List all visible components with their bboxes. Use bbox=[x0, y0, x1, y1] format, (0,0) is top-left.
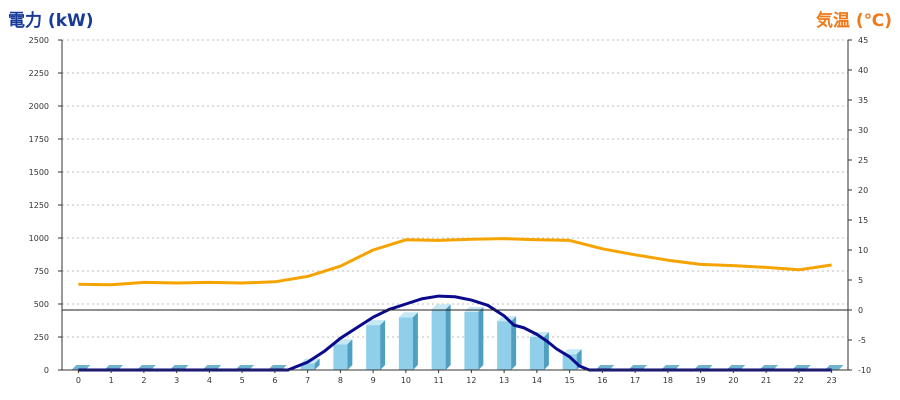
right-tick-label: 25 bbox=[858, 156, 868, 165]
x-tick-label: 16 bbox=[597, 376, 607, 385]
x-tick-label: 15 bbox=[565, 376, 575, 385]
x-tick-label: 14 bbox=[532, 376, 542, 385]
bar-side bbox=[543, 332, 549, 370]
tick-labels: 02505007501000125015001750200022502500-1… bbox=[29, 36, 871, 385]
bar-side bbox=[412, 312, 418, 370]
x-tick-label: 17 bbox=[630, 376, 640, 385]
left-tick-label: 1250 bbox=[29, 201, 49, 210]
bar-top bbox=[431, 304, 451, 310]
bar-front bbox=[333, 344, 348, 370]
power-curve-line bbox=[78, 294, 832, 372]
x-tick-label: 20 bbox=[728, 376, 738, 385]
bar-side bbox=[511, 316, 517, 370]
bar bbox=[431, 304, 451, 370]
left-tick-label: 250 bbox=[34, 333, 49, 342]
bar-front bbox=[464, 311, 479, 370]
temperature-line bbox=[78, 237, 832, 287]
right-tick-label: 40 bbox=[858, 66, 868, 75]
x-tick-label: 0 bbox=[76, 376, 81, 385]
x-tick-label: 7 bbox=[305, 376, 310, 385]
bar-top bbox=[366, 320, 386, 326]
axes bbox=[58, 39, 852, 373]
left-tick-label: 500 bbox=[34, 300, 49, 309]
x-tick-label: 23 bbox=[827, 376, 837, 385]
x-tick-label: 3 bbox=[174, 376, 179, 385]
bar bbox=[398, 312, 418, 370]
bar-side bbox=[347, 339, 353, 370]
left-tick-label: 2500 bbox=[29, 36, 49, 45]
right-tick-label: 45 bbox=[858, 36, 868, 45]
bar-top bbox=[464, 306, 484, 312]
left-tick-label: 2250 bbox=[29, 69, 49, 78]
right-tick-label: 15 bbox=[858, 216, 868, 225]
right-tick-label: 35 bbox=[858, 96, 868, 105]
bar bbox=[333, 339, 353, 370]
bar-top bbox=[398, 312, 418, 318]
x-tick-label: 1 bbox=[109, 376, 114, 385]
left-tick-label: 750 bbox=[34, 267, 49, 276]
x-tick-label: 2 bbox=[141, 376, 146, 385]
left-tick-label: 2000 bbox=[29, 102, 49, 111]
bar-front bbox=[431, 309, 446, 370]
x-tick-label: 8 bbox=[338, 376, 343, 385]
right-tick-label: 20 bbox=[858, 186, 868, 195]
bar-side bbox=[380, 320, 386, 370]
bar-side bbox=[445, 304, 451, 370]
bar-front bbox=[497, 321, 512, 370]
x-tick-label: 13 bbox=[499, 376, 509, 385]
x-tick-label: 19 bbox=[696, 376, 706, 385]
x-tick-label: 22 bbox=[794, 376, 804, 385]
x-tick-label: 10 bbox=[401, 376, 411, 385]
bar bbox=[366, 320, 386, 370]
bar-front bbox=[300, 363, 315, 370]
bar-front bbox=[366, 325, 381, 370]
x-tick-label: 18 bbox=[663, 376, 673, 385]
left-tick-label: 0 bbox=[44, 366, 49, 375]
right-axis-title: 気温 (℃) bbox=[815, 11, 892, 31]
right-tick-label: 0 bbox=[858, 306, 863, 315]
right-tick-label: 10 bbox=[858, 246, 868, 255]
x-tick-label: 11 bbox=[434, 376, 444, 385]
x-tick-label: 6 bbox=[272, 376, 277, 385]
bar bbox=[464, 306, 484, 370]
bar-front bbox=[529, 337, 544, 370]
left-axis-title: 電力 (kW) bbox=[8, 11, 94, 31]
left-tick-label: 1750 bbox=[29, 135, 49, 144]
grid bbox=[62, 39, 848, 338]
right-tick-label: -10 bbox=[858, 366, 871, 375]
x-tick-label: 9 bbox=[371, 376, 376, 385]
bar-side bbox=[478, 306, 484, 370]
x-tick-label: 12 bbox=[466, 376, 476, 385]
left-tick-label: 1500 bbox=[29, 168, 49, 177]
left-tick-label: 1000 bbox=[29, 234, 49, 243]
x-tick-label: 5 bbox=[240, 376, 245, 385]
bar-front bbox=[398, 317, 413, 370]
right-tick-label: 5 bbox=[858, 276, 863, 285]
bar-side bbox=[314, 358, 320, 370]
x-tick-label: 4 bbox=[207, 376, 212, 385]
right-tick-label: 30 bbox=[858, 126, 868, 135]
bar-top bbox=[562, 349, 582, 355]
right-tick-label: -5 bbox=[858, 336, 866, 345]
bar bbox=[497, 316, 517, 370]
x-tick-label: 21 bbox=[761, 376, 771, 385]
